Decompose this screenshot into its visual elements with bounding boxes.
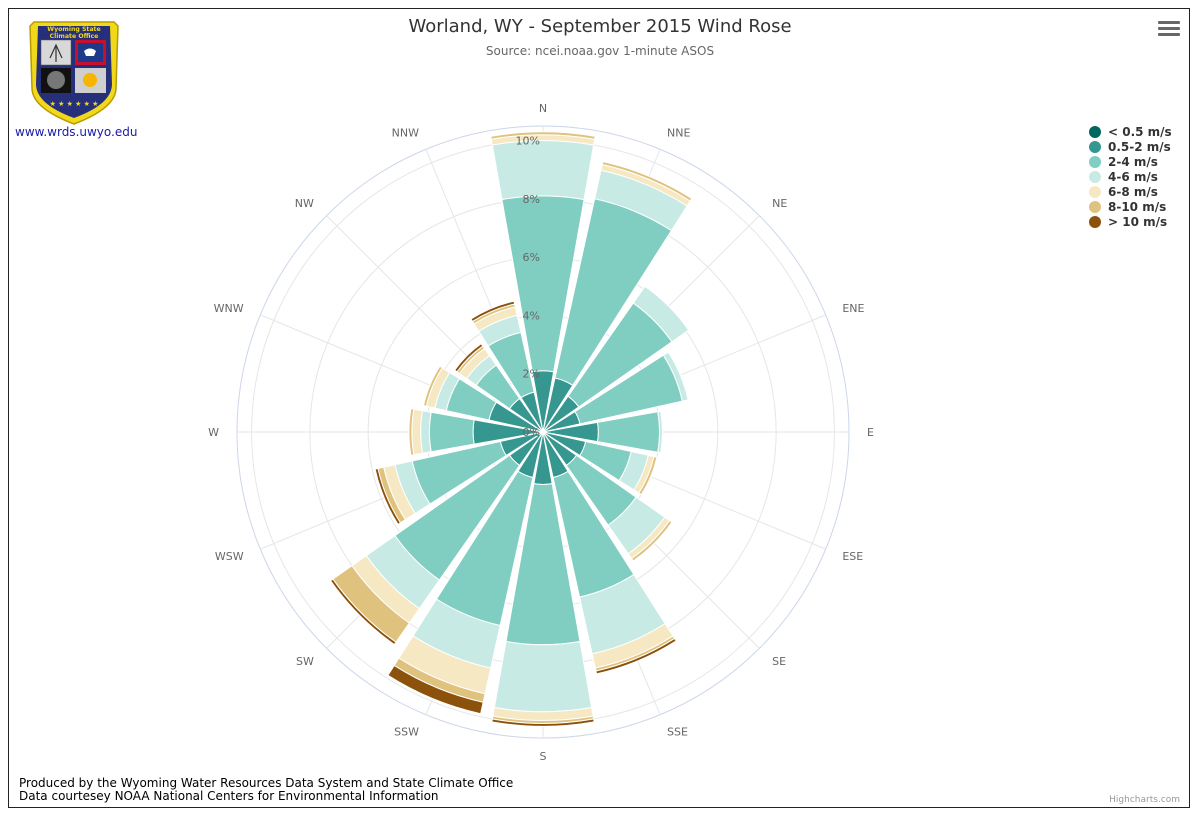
- legend-label: 6-8 m/s: [1108, 184, 1158, 199]
- direction-label-sw: SW: [296, 655, 314, 668]
- direction-label-nw: NW: [295, 197, 314, 210]
- chart-title: Worland, WY - September 2015 Wind Rose: [408, 16, 792, 37]
- direction-label-s: S: [540, 750, 547, 763]
- wind-rose-bar[interactable]: [422, 365, 443, 407]
- legend-item[interactable]: > 10 m/s: [1089, 214, 1172, 229]
- direction-label-nne: NNE: [667, 127, 690, 140]
- direction-label-wnw: WNW: [214, 302, 244, 315]
- direction-label-ese: ESE: [842, 550, 863, 563]
- y-axis-tick-labels: 0% 2% 4% 6% 8% 10%: [516, 135, 540, 439]
- legend-dot-icon: [1089, 170, 1101, 183]
- wind-rose-bar[interactable]: [595, 637, 677, 675]
- y-axis-tick-label: 0%: [523, 426, 540, 439]
- y-axis-tick-label: 2%: [523, 368, 540, 381]
- wind-rose-bar[interactable]: [387, 664, 484, 715]
- logo-banner-line1: Wyoming State: [47, 26, 100, 33]
- wind-rose-bar[interactable]: [638, 455, 658, 496]
- wind-rose-bar[interactable]: [630, 519, 673, 562]
- legend-dot-icon: [1089, 215, 1101, 228]
- footer: Produced by the Wyoming Water Resources …: [19, 777, 513, 803]
- wind-rose-bar[interactable]: [657, 410, 663, 454]
- legend-dot-icon: [1089, 140, 1101, 153]
- direction-label-nnw: NNW: [392, 127, 419, 140]
- wind-rose-bar[interactable]: [453, 342, 484, 373]
- footer-line1: Produced by the Wyoming Water Resources …: [19, 776, 514, 790]
- wind-rose-bar[interactable]: [329, 578, 397, 646]
- wind-rose-bar[interactable]: [491, 718, 595, 727]
- wind-rose-bar[interactable]: [408, 408, 415, 456]
- wind-rose-bar[interactable]: [374, 467, 402, 526]
- highcharts-credits-link[interactable]: Highcharts.com: [1109, 795, 1180, 805]
- logo-stars: ★ ★ ★ ★ ★ ★: [50, 100, 99, 108]
- y-axis-tick-label: 8%: [523, 193, 540, 206]
- legend-label: 0.5-2 m/s: [1108, 139, 1171, 154]
- logo-url-link[interactable]: www.wrds.uwyo.edu: [15, 125, 138, 139]
- legend-label: > 10 m/s: [1108, 214, 1168, 229]
- direction-label-ene: ENE: [842, 302, 864, 315]
- legend-item[interactable]: 2-4 m/s: [1089, 154, 1172, 169]
- direction-label-n: N: [539, 102, 547, 115]
- logo-banner-line2: Climate Office: [50, 33, 99, 40]
- legend-item[interactable]: 0.5-2 m/s: [1089, 139, 1172, 154]
- wind-rose-bar[interactable]: [493, 640, 593, 713]
- direction-label-sse: SSE: [667, 725, 688, 738]
- wind-rose-bar[interactable]: [420, 410, 432, 454]
- y-axis-tick-label: 4%: [523, 309, 540, 322]
- legend: < 0.5 m/s 0.5-2 m/s 2-4 m/s 4-6 m/s 6-8 m/s 8…: [1089, 124, 1172, 229]
- wind-rose-bar[interactable]: [470, 300, 516, 323]
- legend-dot-icon: [1089, 185, 1101, 198]
- direction-labels: N NNE NE ENE E ESE SE SSE S SSW SW WSW W WNW NW NNW: [208, 102, 874, 763]
- direction-label-w: W: [208, 426, 219, 439]
- wind-rose-bar[interactable]: [428, 411, 475, 453]
- y-axis-tick-label: 10%: [516, 135, 540, 148]
- chart-subtitle: Source: ncei.noaa.gov 1-minute ASOS: [485, 44, 715, 58]
- legend-dot-icon: [1089, 155, 1101, 168]
- legend-label: 8-10 m/s: [1108, 199, 1167, 214]
- direction-label-e: E: [867, 426, 874, 439]
- wind-rose-bar[interactable]: [490, 131, 596, 140]
- wind-rose-bars: [329, 131, 693, 727]
- legend-item[interactable]: 6-8 m/s: [1089, 184, 1172, 199]
- hamburger-menu-icon[interactable]: [1158, 21, 1180, 41]
- legend-dot-icon: [1089, 125, 1101, 138]
- legend-label: < 0.5 m/s: [1108, 124, 1172, 139]
- legend-label: 4-6 m/s: [1108, 169, 1158, 184]
- climate-office-logo: Wyoming State Climate Office ★ ★ ★ ★ ★ ★: [29, 21, 119, 125]
- wind-rose-bar[interactable]: [632, 285, 690, 343]
- wind-rose-bar[interactable]: [601, 161, 693, 202]
- wind-rose-bar[interactable]: [662, 351, 689, 402]
- direction-label-ne: NE: [772, 197, 787, 210]
- direction-label-wsw: WSW: [215, 550, 244, 563]
- legend-item[interactable]: 8-10 m/s: [1089, 199, 1172, 214]
- footer-line2: Data courtesey NOAA National Centers for…: [19, 789, 439, 803]
- direction-label-ssw: SSW: [394, 725, 419, 738]
- legend-item[interactable]: 4-6 m/s: [1089, 169, 1172, 184]
- wind-rose-bar[interactable]: [491, 140, 595, 201]
- legend-dot-icon: [1089, 200, 1101, 213]
- direction-label-se: SE: [772, 655, 786, 668]
- y-axis-tick-label: 6%: [523, 251, 540, 264]
- legend-label: 2-4 m/s: [1108, 154, 1158, 169]
- legend-item[interactable]: < 0.5 m/s: [1089, 124, 1172, 139]
- wind-rose-bar[interactable]: [411, 408, 424, 456]
